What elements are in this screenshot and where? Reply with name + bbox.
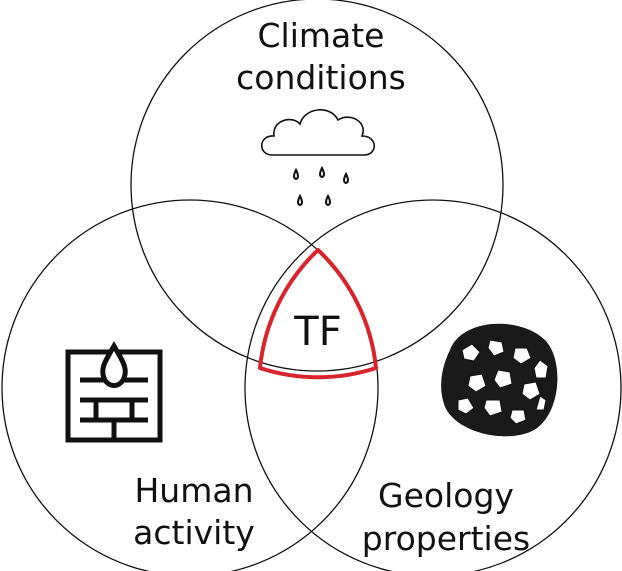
wall-icon: [65, 340, 163, 443]
climate-circle: [130, 0, 504, 372]
geology-label-line1: Geology: [378, 476, 514, 515]
climate-label-line2: conditions: [236, 58, 406, 97]
tf-region: [258, 248, 378, 380]
cloud-icon: [260, 109, 376, 207]
climate-label-line1: Climate: [258, 16, 385, 55]
geology-label-line2: properties: [362, 519, 530, 558]
tf-label: TF: [293, 309, 341, 355]
human-label-line2: activity: [133, 513, 255, 552]
geology-circle: [244, 199, 622, 571]
rock-icon: [441, 323, 558, 437]
human-circle: [1, 199, 379, 571]
human-label-line1: Human: [134, 471, 253, 510]
